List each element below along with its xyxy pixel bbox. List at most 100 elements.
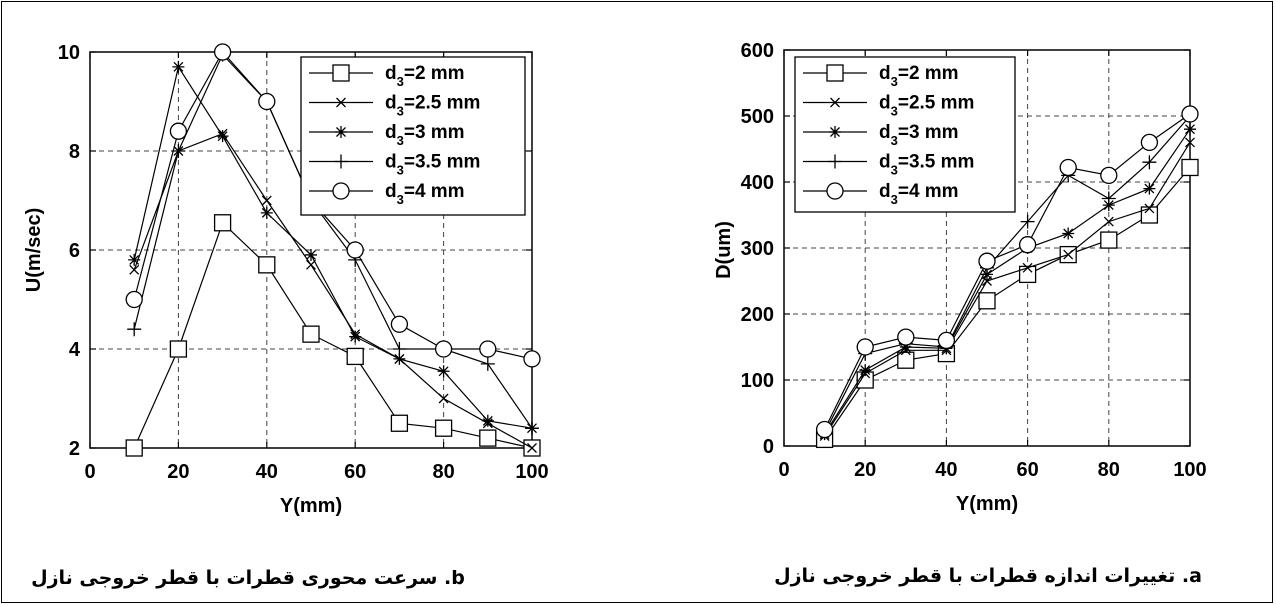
data-point-circle	[1018, 236, 1037, 254]
legend-entry: d3=2 mm	[385, 63, 465, 89]
data-point-square	[346, 347, 364, 366]
data-point-star	[172, 60, 185, 73]
data-point-x	[1063, 249, 1074, 260]
data-point-star	[349, 330, 362, 343]
series-circle	[815, 105, 1199, 439]
y-tick-label: 2	[69, 438, 80, 460]
data-point-plus	[525, 421, 539, 436]
data-point-square	[1018, 265, 1037, 284]
legend-marker-square	[826, 64, 844, 82]
series-line	[133, 50, 533, 360]
data-point-circle	[346, 241, 364, 259]
x-tick-label: 60	[1016, 459, 1038, 481]
legend-entry: d3=3.5 mm	[879, 152, 974, 178]
data-point-star	[305, 248, 317, 261]
data-point-square	[897, 351, 915, 369]
y-tick-label: 8	[69, 141, 80, 163]
legend-marker-star	[829, 126, 841, 138]
legend-entry: d3=3 mm	[879, 122, 959, 148]
data-point-circle	[258, 92, 276, 111]
y-tick-label: 100	[741, 370, 774, 392]
legend: d3=2 mm d3=2.5 mm d3=3 mm d3=3.5 mm d3=4 mm	[300, 56, 526, 216]
y-tick-label: 200	[741, 304, 774, 326]
x-tick-label: 80	[432, 461, 454, 483]
legend-entry: d3=4 mm	[385, 181, 465, 207]
x-tick-label: 20	[854, 459, 876, 481]
legend-entry: d3=3.5 mm	[385, 152, 480, 178]
data-point-plus	[1020, 214, 1035, 229]
legend-entry: d3=2.5 mm	[879, 93, 974, 119]
y-axis-label: U(m/sec)	[23, 208, 45, 292]
y-tick-label: 600	[741, 40, 774, 62]
data-point-star	[1062, 227, 1075, 240]
data-point-square	[125, 439, 143, 457]
chart-caption: a. تغییرات اندازه قطرات با قطر خروجی ناز…	[774, 565, 1202, 587]
x-tick-label: 40	[935, 459, 957, 481]
size-chart: 0 20 40 60 80 100 0 100 200 300 400 500 600 Y(mm) D(um…	[713, 40, 1207, 587]
data-point-circle	[1100, 166, 1118, 185]
data-point-square	[479, 429, 497, 447]
x-tick-label: 100	[515, 461, 548, 483]
data-point-square	[978, 292, 996, 310]
data-point-x	[129, 264, 140, 275]
data-point-star	[260, 206, 273, 219]
data-point-square	[258, 256, 276, 274]
series-line	[133, 53, 533, 429]
legend: d3=2 mm d3=2.5 mm d3=3 mm d3=3.5 mm d3=4 mm	[794, 56, 1016, 213]
data-point-circle	[815, 420, 834, 439]
y-tick-label: 6	[69, 240, 80, 262]
data-point-square	[1140, 206, 1159, 224]
x-tick-label: 60	[344, 461, 366, 483]
legend-marker-square	[332, 64, 350, 82]
legend-marker-circle	[826, 182, 844, 200]
data-point-circle	[897, 328, 915, 346]
series-line	[824, 128, 1191, 435]
data-point-x	[1103, 216, 1114, 227]
series-line	[133, 221, 533, 449]
data-point-star	[216, 130, 229, 143]
data-point-square	[169, 340, 188, 358]
data-point-circle	[1140, 133, 1159, 152]
series-line	[824, 142, 1191, 437]
data-point-plus	[1101, 191, 1116, 206]
legend-marker-x	[830, 97, 840, 108]
data-point-x	[261, 195, 272, 206]
y-tick-label: 4	[69, 339, 81, 361]
data-point-circle	[1059, 158, 1077, 177]
data-point-circle	[169, 122, 188, 140]
data-point-plus	[127, 322, 142, 337]
data-point-star	[481, 414, 494, 427]
x-tick-label: 0	[778, 459, 789, 481]
data-point-square	[213, 214, 232, 232]
data-point-x	[527, 443, 537, 453]
data-point-circle	[390, 315, 409, 333]
x-axis-label: Y(mm)	[280, 495, 342, 517]
legend-entry: d3=2 mm	[879, 63, 959, 89]
x-tick-label: 80	[1098, 459, 1120, 481]
data-point-circle	[856, 338, 874, 356]
data-point-circle	[434, 340, 453, 358]
data-point-plus	[392, 342, 407, 356]
data-point-circle	[213, 43, 232, 61]
data-point-x	[1022, 262, 1033, 273]
data-point-x	[306, 259, 316, 270]
y-axis-label: D(um)	[713, 221, 735, 279]
data-point-circle	[1181, 105, 1199, 123]
data-point-x	[438, 393, 449, 404]
data-point-square	[1181, 158, 1199, 177]
x-tick-label: 40	[256, 461, 278, 483]
data-point-circle	[125, 290, 143, 309]
legend-marker-star	[335, 126, 347, 138]
y-tick-label: 500	[741, 106, 774, 128]
data-point-square	[390, 414, 409, 432]
series-line	[824, 167, 1191, 440]
data-point-square	[434, 419, 453, 437]
data-point-star	[393, 352, 406, 365]
y-tick-label: 10	[58, 42, 80, 64]
y-tick-label: 0	[763, 436, 774, 458]
data-point-plus	[480, 356, 495, 371]
data-point-x	[1144, 203, 1155, 214]
